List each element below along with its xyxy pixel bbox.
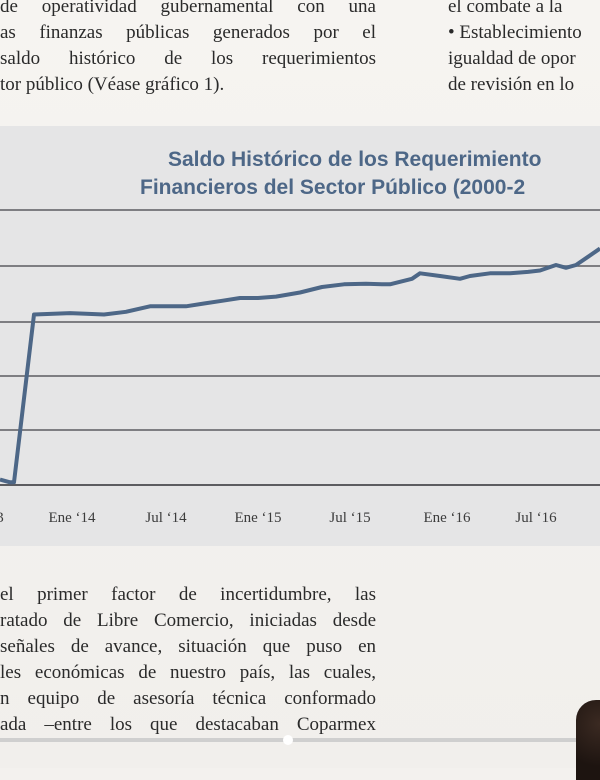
x-tick-label: Ene ‘16 [423, 510, 471, 526]
x-tick-label: Ene ‘14 [48, 510, 96, 526]
text-line: el primer factor de incertidumbre, las [0, 584, 376, 605]
progress-handle[interactable] [283, 735, 293, 745]
chart-panel [0, 126, 600, 546]
chart-title-line-2: Financieros del Sector Público (2000-2 [140, 176, 526, 199]
series-line [0, 246, 600, 485]
x-tick-label: Jul ‘14 [145, 510, 187, 526]
chart-title-line-1: Saldo Histórico de los Requerimiento [168, 148, 542, 171]
text-line: señales de avance, situación que puso en [0, 636, 376, 657]
body-text-bottom-left: el primer factor de incertidumbre, las r… [0, 582, 376, 738]
text-line: tor público (Véase gráfico 1). [0, 74, 225, 95]
text-line: de operatividad gubernamental con una [0, 0, 376, 17]
chart-title: Saldo Histórico de los Requerimiento Fin… [140, 146, 600, 202]
text-line: igualdad de opor [448, 48, 576, 69]
x-tick-label: Jul ‘16 [515, 510, 557, 526]
x-tick-label: 3 [0, 510, 4, 526]
text-line: de revisión en lo [448, 74, 575, 95]
body-text-top-right: el combate a la • Establecimiento iguald… [448, 0, 600, 98]
text-line: ratado de Libre Comercio, iniciadas desd… [0, 610, 376, 631]
text-line: • Establecimiento [448, 22, 582, 43]
video-progress-bar[interactable] [0, 738, 600, 742]
text-line: el combate a la [448, 0, 563, 17]
text-line: as finanzas públicas generados por el [0, 22, 376, 43]
x-tick-label: Jul ‘15 [329, 510, 370, 526]
text-line: ada –entre los que destacaban Coparmex [0, 714, 376, 735]
body-text-top-left: de operatividad gubernamental con una as… [0, 0, 376, 98]
x-tick-label: Ene ‘15 [234, 510, 281, 526]
text-line: saldo histórico de los requerimientos [0, 48, 376, 69]
presenter-thumbnail [576, 700, 600, 780]
text-line: les económicas de nuestro país, las cual… [0, 662, 376, 683]
text-line: n equipo de asesoría técnica conformado [0, 688, 376, 709]
